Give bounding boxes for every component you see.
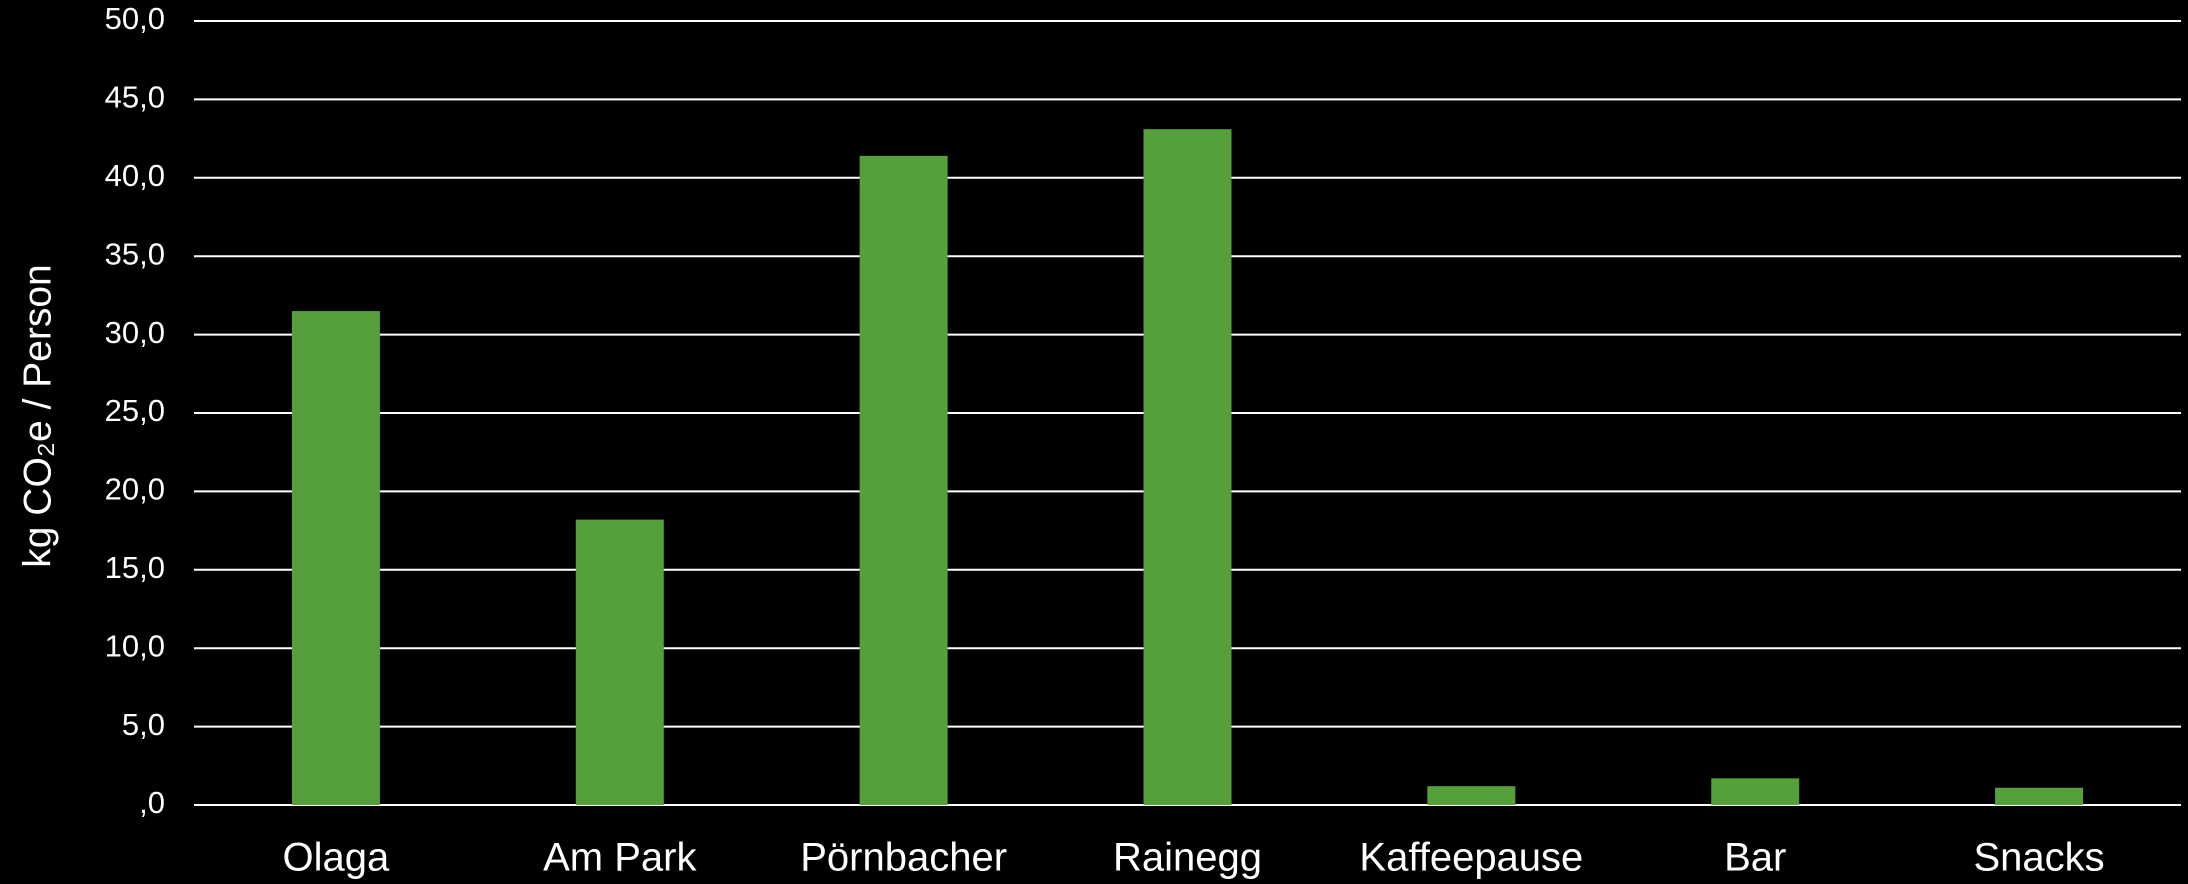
y-tick-label: 5,0 [122,707,165,742]
y-tick-label: 35,0 [105,236,165,271]
bar [1143,129,1232,805]
bar [575,519,664,805]
x-tick-label: Bar [1724,836,1786,880]
y-tick-label: 30,0 [105,315,165,350]
x-tick-label: Olaga [283,836,390,880]
bar [1711,778,1800,805]
y-tick-label: 40,0 [105,158,165,193]
bar [291,311,380,805]
y-tick-label: 50,0 [105,1,165,36]
y-tick-label: 25,0 [105,393,165,428]
y-axis-title: kg CO₂e / Person [16,264,59,567]
x-tick-label: Rainegg [1113,836,1262,880]
bar [859,155,948,805]
bar [1995,787,2084,805]
y-tick-label: ,0 [139,785,165,820]
bar [1427,786,1516,805]
x-tick-label: Pörnbacher [800,836,1007,880]
x-tick-label: Am Park [543,836,697,880]
x-tick-label: Kaffeepause [1359,836,1583,880]
y-tick-label: 20,0 [105,472,165,507]
y-tick-label: 45,0 [105,80,165,115]
y-tick-label: 10,0 [105,628,165,663]
x-tick-label: Snacks [1973,836,2104,880]
y-tick-label: 15,0 [105,550,165,585]
